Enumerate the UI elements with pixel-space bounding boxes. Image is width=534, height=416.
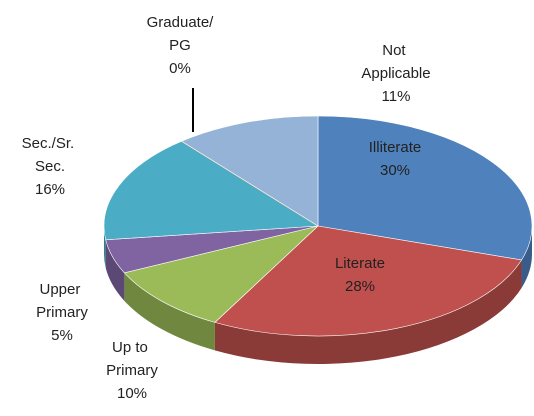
category-label: Upper Primary <box>36 281 88 321</box>
value-label: 30% <box>380 162 410 179</box>
category-label: Graduate/PG <box>147 14 215 54</box>
category-label: Literate <box>335 255 385 272</box>
value-label: 0% <box>169 60 191 77</box>
pie-side <box>104 226 106 268</box>
category-label: Not Applicable <box>361 42 430 82</box>
category-label: Sec./Sr. Sec. <box>22 135 79 175</box>
pie-side <box>214 259 522 365</box>
category-label: Up to Primary <box>106 339 158 379</box>
value-label: 10% <box>117 385 147 402</box>
value-label: 28% <box>345 278 375 295</box>
pie-slice <box>317 115 533 261</box>
pie-side <box>105 239 125 301</box>
pie-slice <box>103 140 319 241</box>
pie-slice <box>123 225 320 323</box>
value-label: 5% <box>51 327 73 344</box>
pie-slice <box>180 115 319 227</box>
pie-side <box>521 226 532 288</box>
pie-slice <box>214 225 523 337</box>
category-label: Illiterate <box>369 139 422 156</box>
value-label: 16% <box>35 181 65 198</box>
value-label: 11% <box>382 88 411 105</box>
